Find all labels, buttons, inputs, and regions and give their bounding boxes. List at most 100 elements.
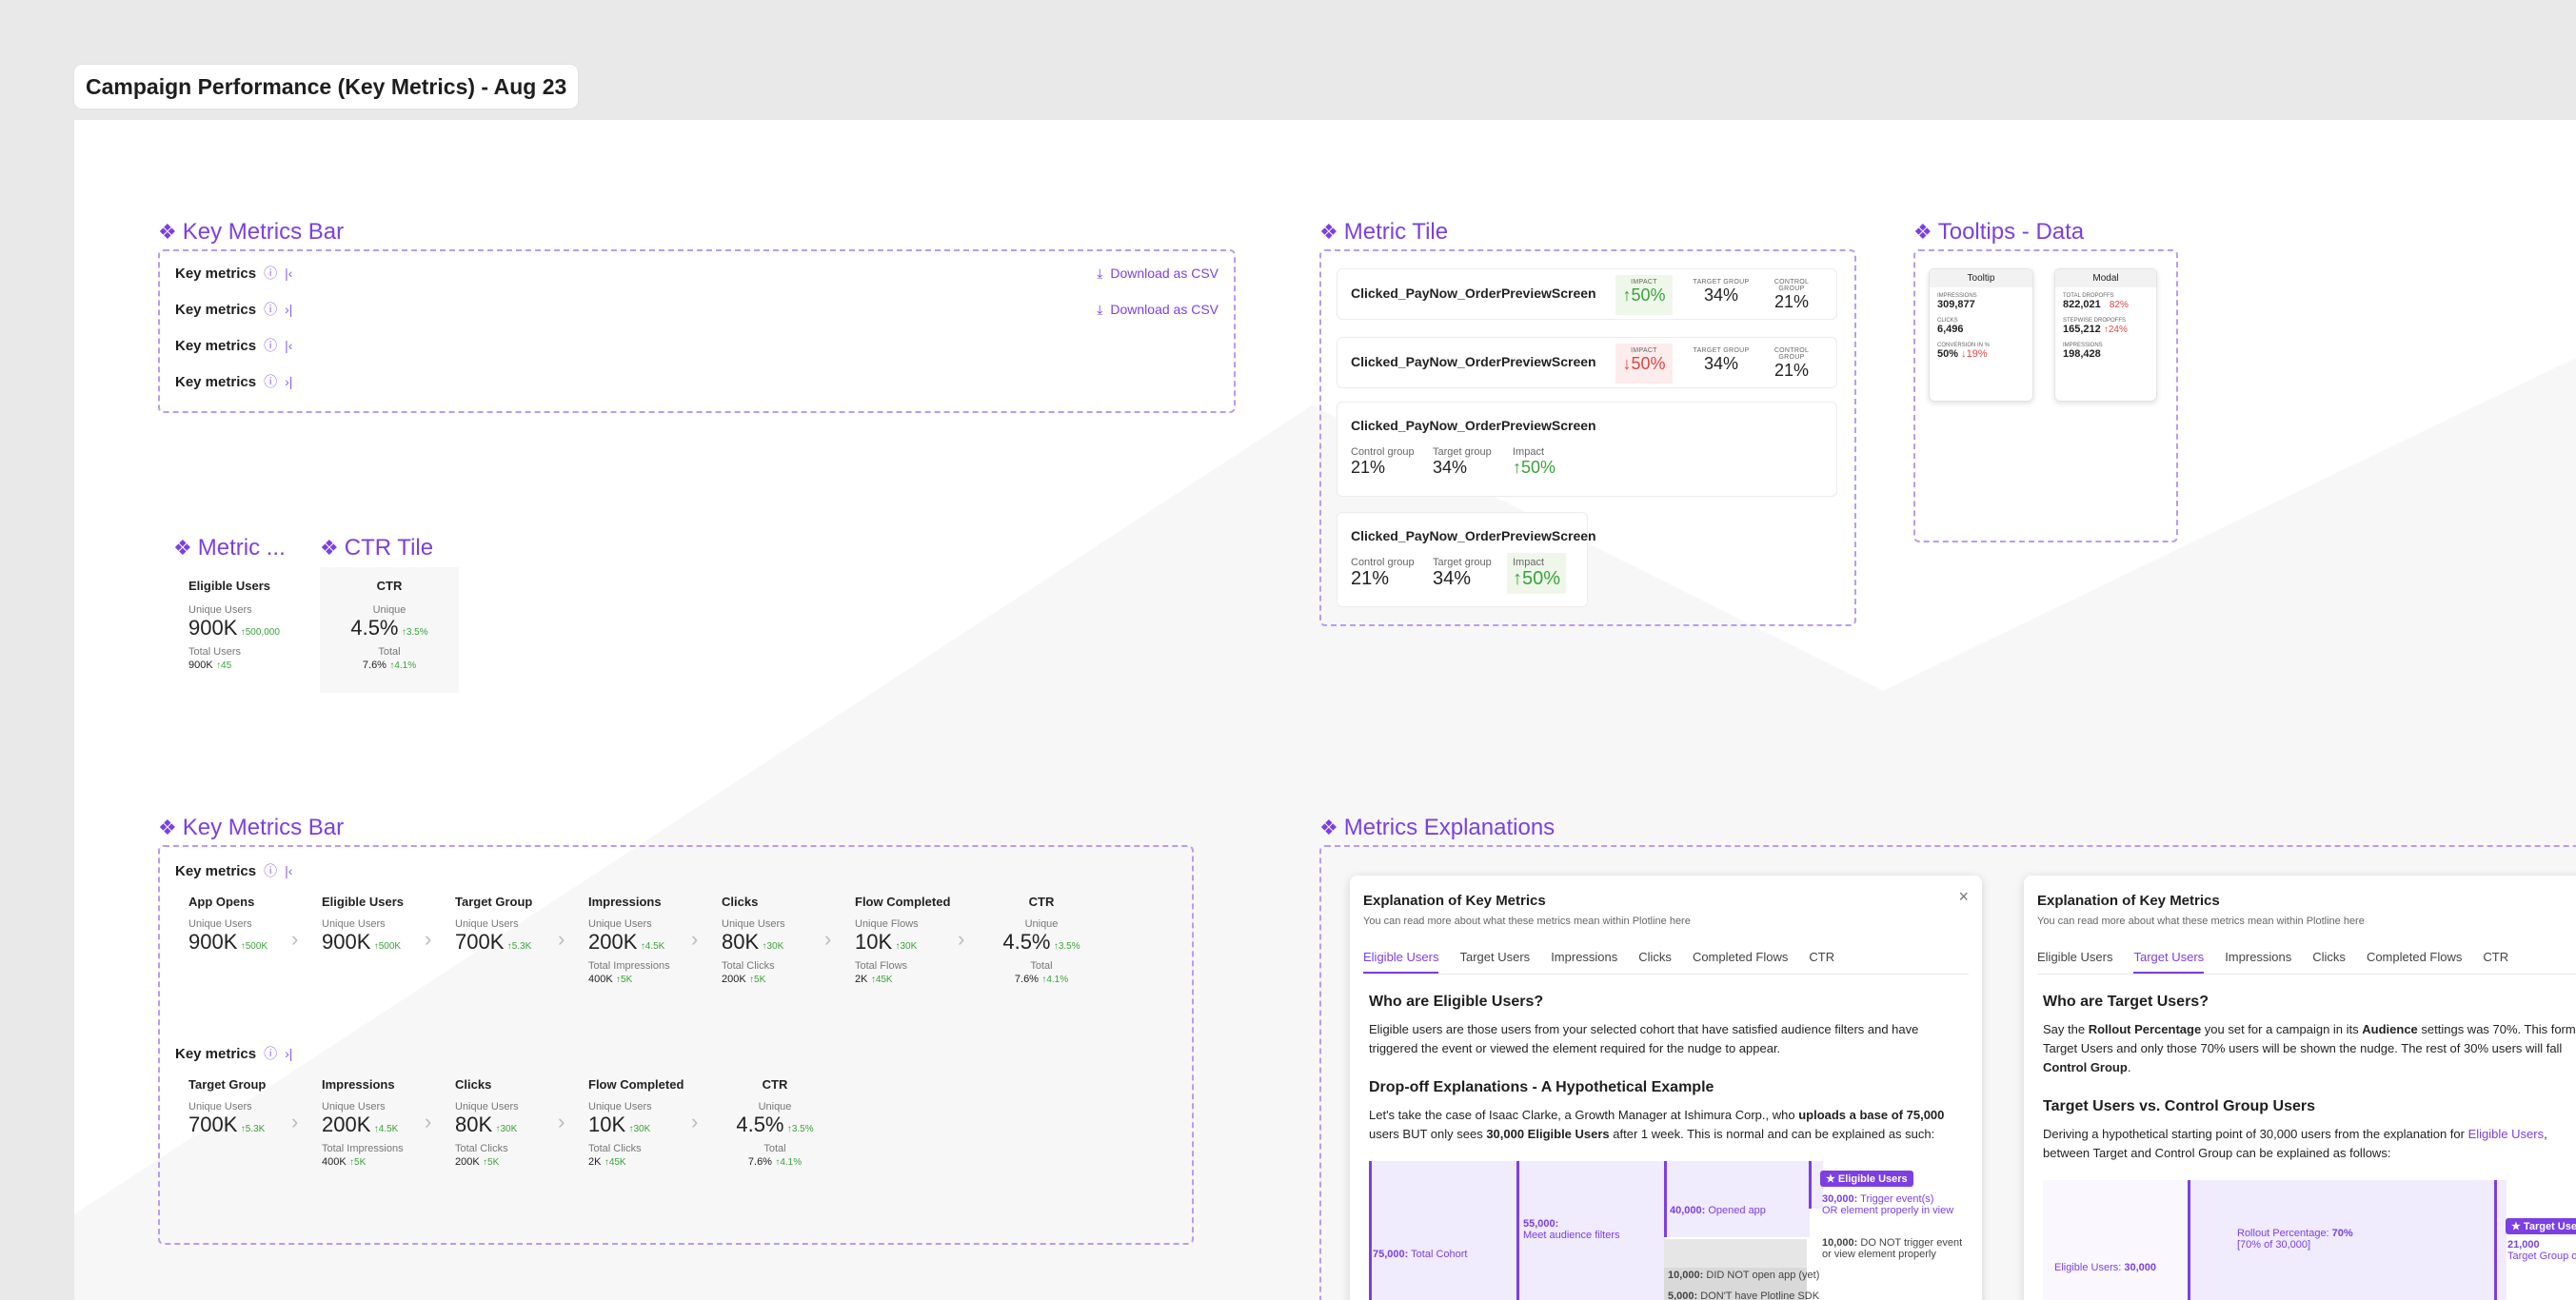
dropoff-bar (1664, 1268, 1807, 1300)
info-icon[interactable]: ⓘ (264, 338, 278, 353)
chevron-right-icon: › (291, 1110, 299, 1133)
expand-icon[interactable]: ›| (285, 302, 293, 317)
key-metric-ctr: CTR Unique 4.5% ↑3.5% Total 7.6% ↑4.1% (988, 895, 1095, 1007)
tab-target-users[interactable]: Target Users (1459, 950, 1531, 964)
component-icon: ❖ (320, 536, 339, 560)
tab-clicks[interactable]: Clicks (2312, 950, 2346, 964)
arrow-up-icon: ↑ (1513, 568, 1522, 589)
section-title-key-metrics-bar-2: ❖ Key Metrics Bar (158, 815, 345, 840)
key-metrics-row: Key metrics ⓘ |‹ ⤓ Download as CSV (175, 265, 1219, 282)
metric-tile[interactable]: Clicked_PayNow_OrderPreviewScreen Contro… (1337, 402, 1837, 497)
page-title: Campaign Performance (Key Metrics) - Aug… (74, 65, 579, 108)
tab-completed-flows[interactable]: Completed Flows (2366, 950, 2463, 964)
chevron-right-icon: › (958, 927, 965, 951)
key-metric-clicks: Clicks Unique Users 80K ↑30K Total Clicks 20… (722, 895, 785, 985)
arrow-up-icon: ↑ (1041, 975, 1047, 985)
key-metric-flow-completed: Flow Completed Unique Flows 10K ↑30K Total … (855, 895, 951, 985)
impact-cell: IMPACT ↑50% (1615, 275, 1673, 315)
metric-eligible-users: Eligible Users Unique Users 900K ↑500,00… (188, 579, 280, 671)
arrow-up-icon: ↑ (604, 1157, 609, 1168)
arrow-up-icon: ↑ (628, 1124, 634, 1134)
explanation-panel: Explanation of Key Metrics You can read … (2024, 876, 2576, 1300)
funnel-bar (2494, 1180, 2507, 1300)
info-icon[interactable]: ⓘ (264, 863, 278, 878)
key-metrics-bar-variants: Key metrics ⓘ |‹ ⤓ Download as CSV Key me… (158, 249, 1236, 413)
arrow-up-icon: ↑ (1053, 941, 1059, 952)
expand-icon[interactable]: ›| (285, 1046, 293, 1061)
arrow-up-icon: ↑ (506, 941, 512, 952)
modal-card: Modal TOTAL DROPOFFS 822,021 82% STEPWIS… (2054, 268, 2157, 402)
arrow-up-icon: ↑ (2103, 325, 2109, 335)
metric-tile-variants: Clicked_PayNow_OrderPreviewScreen IMPACT… (1319, 249, 1856, 626)
arrow-up-icon: ↑ (495, 1124, 501, 1134)
info-icon[interactable]: ⓘ (264, 266, 278, 281)
arrow-up-icon: ↑ (775, 1157, 781, 1168)
target-vs-control-paragraph: Deriving a hypothetical starting point o… (2043, 1127, 2547, 1160)
metric-tile[interactable]: Clicked_PayNow_OrderPreviewScreen IMPACT… (1337, 337, 1837, 388)
arrow-up-icon: ↑ (373, 941, 379, 952)
component-icon: ❖ (1913, 220, 1932, 244)
component-icon: ❖ (173, 536, 192, 560)
section-title-tooltips: ❖ Tooltips - Data (1913, 219, 2085, 245)
collapse-icon[interactable]: |‹ (285, 863, 293, 878)
explanation-tabs: Eligible Users Target Users Impressions … (2037, 950, 2576, 975)
download-csv-button[interactable]: ⤓ Download as CSV (1097, 265, 1219, 281)
tab-impressions[interactable]: Impressions (1551, 950, 1618, 964)
impact-cell: Impact ↑50% (1507, 553, 1567, 594)
arrow-up-icon: ↑ (401, 627, 406, 638)
funnel-bar (1369, 1161, 1517, 1300)
arrow-down-icon: ↓ (1622, 354, 1632, 373)
tab-ctr[interactable]: CTR (2483, 950, 2509, 964)
chevron-right-icon: › (425, 927, 432, 951)
ctr-tile: CTR Unique 4.5% ↑3.5% Total 7.6% ↑4.1% (320, 567, 459, 693)
tab-eligible-users[interactable]: Eligible Users (1363, 950, 1439, 974)
chevron-right-icon: › (291, 927, 299, 951)
component-icon: ❖ (1319, 816, 1338, 839)
eligible-users-link[interactable]: Eligible Users (2467, 1127, 2545, 1141)
arrow-up-icon: ↑ (749, 975, 755, 985)
key-metrics-list: Target Group Unique Users 700K ↑5.3K › Impre… (188, 1077, 1179, 1192)
arrow-up-icon: ↑ (786, 1124, 792, 1134)
component-icon: ❖ (1319, 220, 1338, 244)
tab-clicks[interactable]: Clicks (1638, 950, 1672, 964)
metric-tile[interactable]: Clicked_PayNow_OrderPreviewScreen Contro… (1337, 512, 1596, 607)
target-funnel: Eligible Users: 30,000 Rollout Percentag… (2043, 1180, 2576, 1300)
tab-eligible-users[interactable]: Eligible Users (2037, 950, 2113, 964)
section-title-ctr-tile: ❖ CTR Tile (320, 535, 434, 561)
key-metrics-row: Key metrics ⓘ ›| (175, 373, 293, 390)
key-metric-flow-completed: Flow Completed Unique Users 10K ↑30K Total … (588, 1077, 684, 1168)
key-metric-target-group: Target Group Unique Users 700K ↑5.3K (188, 1077, 267, 1136)
info-icon[interactable]: ⓘ (264, 374, 278, 389)
arrow-up-icon: ↑ (389, 660, 395, 671)
arrow-up-icon: ↑ (870, 975, 876, 985)
section-title-metric: ❖ Metric ... (173, 535, 286, 561)
chevron-right-icon: › (558, 927, 565, 951)
close-icon[interactable]: × (1958, 887, 1969, 906)
key-metric-ctr: CTR Unique 4.5% ↑3.5% Total 7.6% ↑4.1% (722, 1077, 828, 1190)
key-metrics-row: Key metrics ⓘ ›| (175, 1045, 293, 1062)
collapse-icon[interactable]: |‹ (285, 338, 293, 353)
info-icon[interactable]: ⓘ (264, 302, 278, 317)
key-metric-target-group: Target Group Unique Users 700K ↑5.3K (455, 895, 533, 954)
key-metrics-bar-expanded: Key metrics ⓘ |‹ App Opens Unique Users 90… (158, 845, 1194, 1245)
download-icon: ⤓ (1097, 265, 1103, 281)
explanation-tabs: Eligible Users Target Users Impressions … (1363, 950, 1969, 975)
explanation-panel: Explanation of Key Metrics × You can rea… (1350, 876, 1982, 1300)
key-metrics-list: App Opens Unique Users 900K ↑500K › Eligible… (188, 895, 1179, 1009)
expand-icon[interactable]: ›| (285, 374, 293, 389)
arrow-up-icon: ↑ (1513, 458, 1521, 477)
tab-target-users[interactable]: Target Users (2133, 950, 2205, 974)
metric-tile[interactable]: Clicked_PayNow_OrderPreviewScreen IMPACT… (1337, 268, 1837, 320)
tab-impressions[interactable]: Impressions (2225, 950, 2292, 964)
info-icon[interactable]: ⓘ (264, 1046, 278, 1061)
key-metric-eligible-users: Eligible Users Unique Users 900K ↑500K (322, 895, 404, 954)
download-csv-button[interactable]: ⤓ Download as CSV (1097, 301, 1219, 317)
key-metric-impressions: Impressions Unique Users 200K ↑4.5K Total I… (322, 1077, 404, 1168)
canvas: ❖ Key Metrics Bar Key metrics ⓘ |‹ ⤓ Downl… (74, 120, 2576, 1300)
tab-completed-flows[interactable]: Completed Flows (1692, 950, 1789, 964)
collapse-icon[interactable]: |‹ (285, 266, 293, 281)
metrics-explanations-variants (1319, 845, 2576, 1300)
tab-ctr[interactable]: CTR (1809, 950, 1835, 964)
section-title-metric-tile: ❖ Metric Tile (1319, 219, 1449, 245)
key-metrics-row: Key metrics ⓘ |‹ (175, 862, 293, 879)
